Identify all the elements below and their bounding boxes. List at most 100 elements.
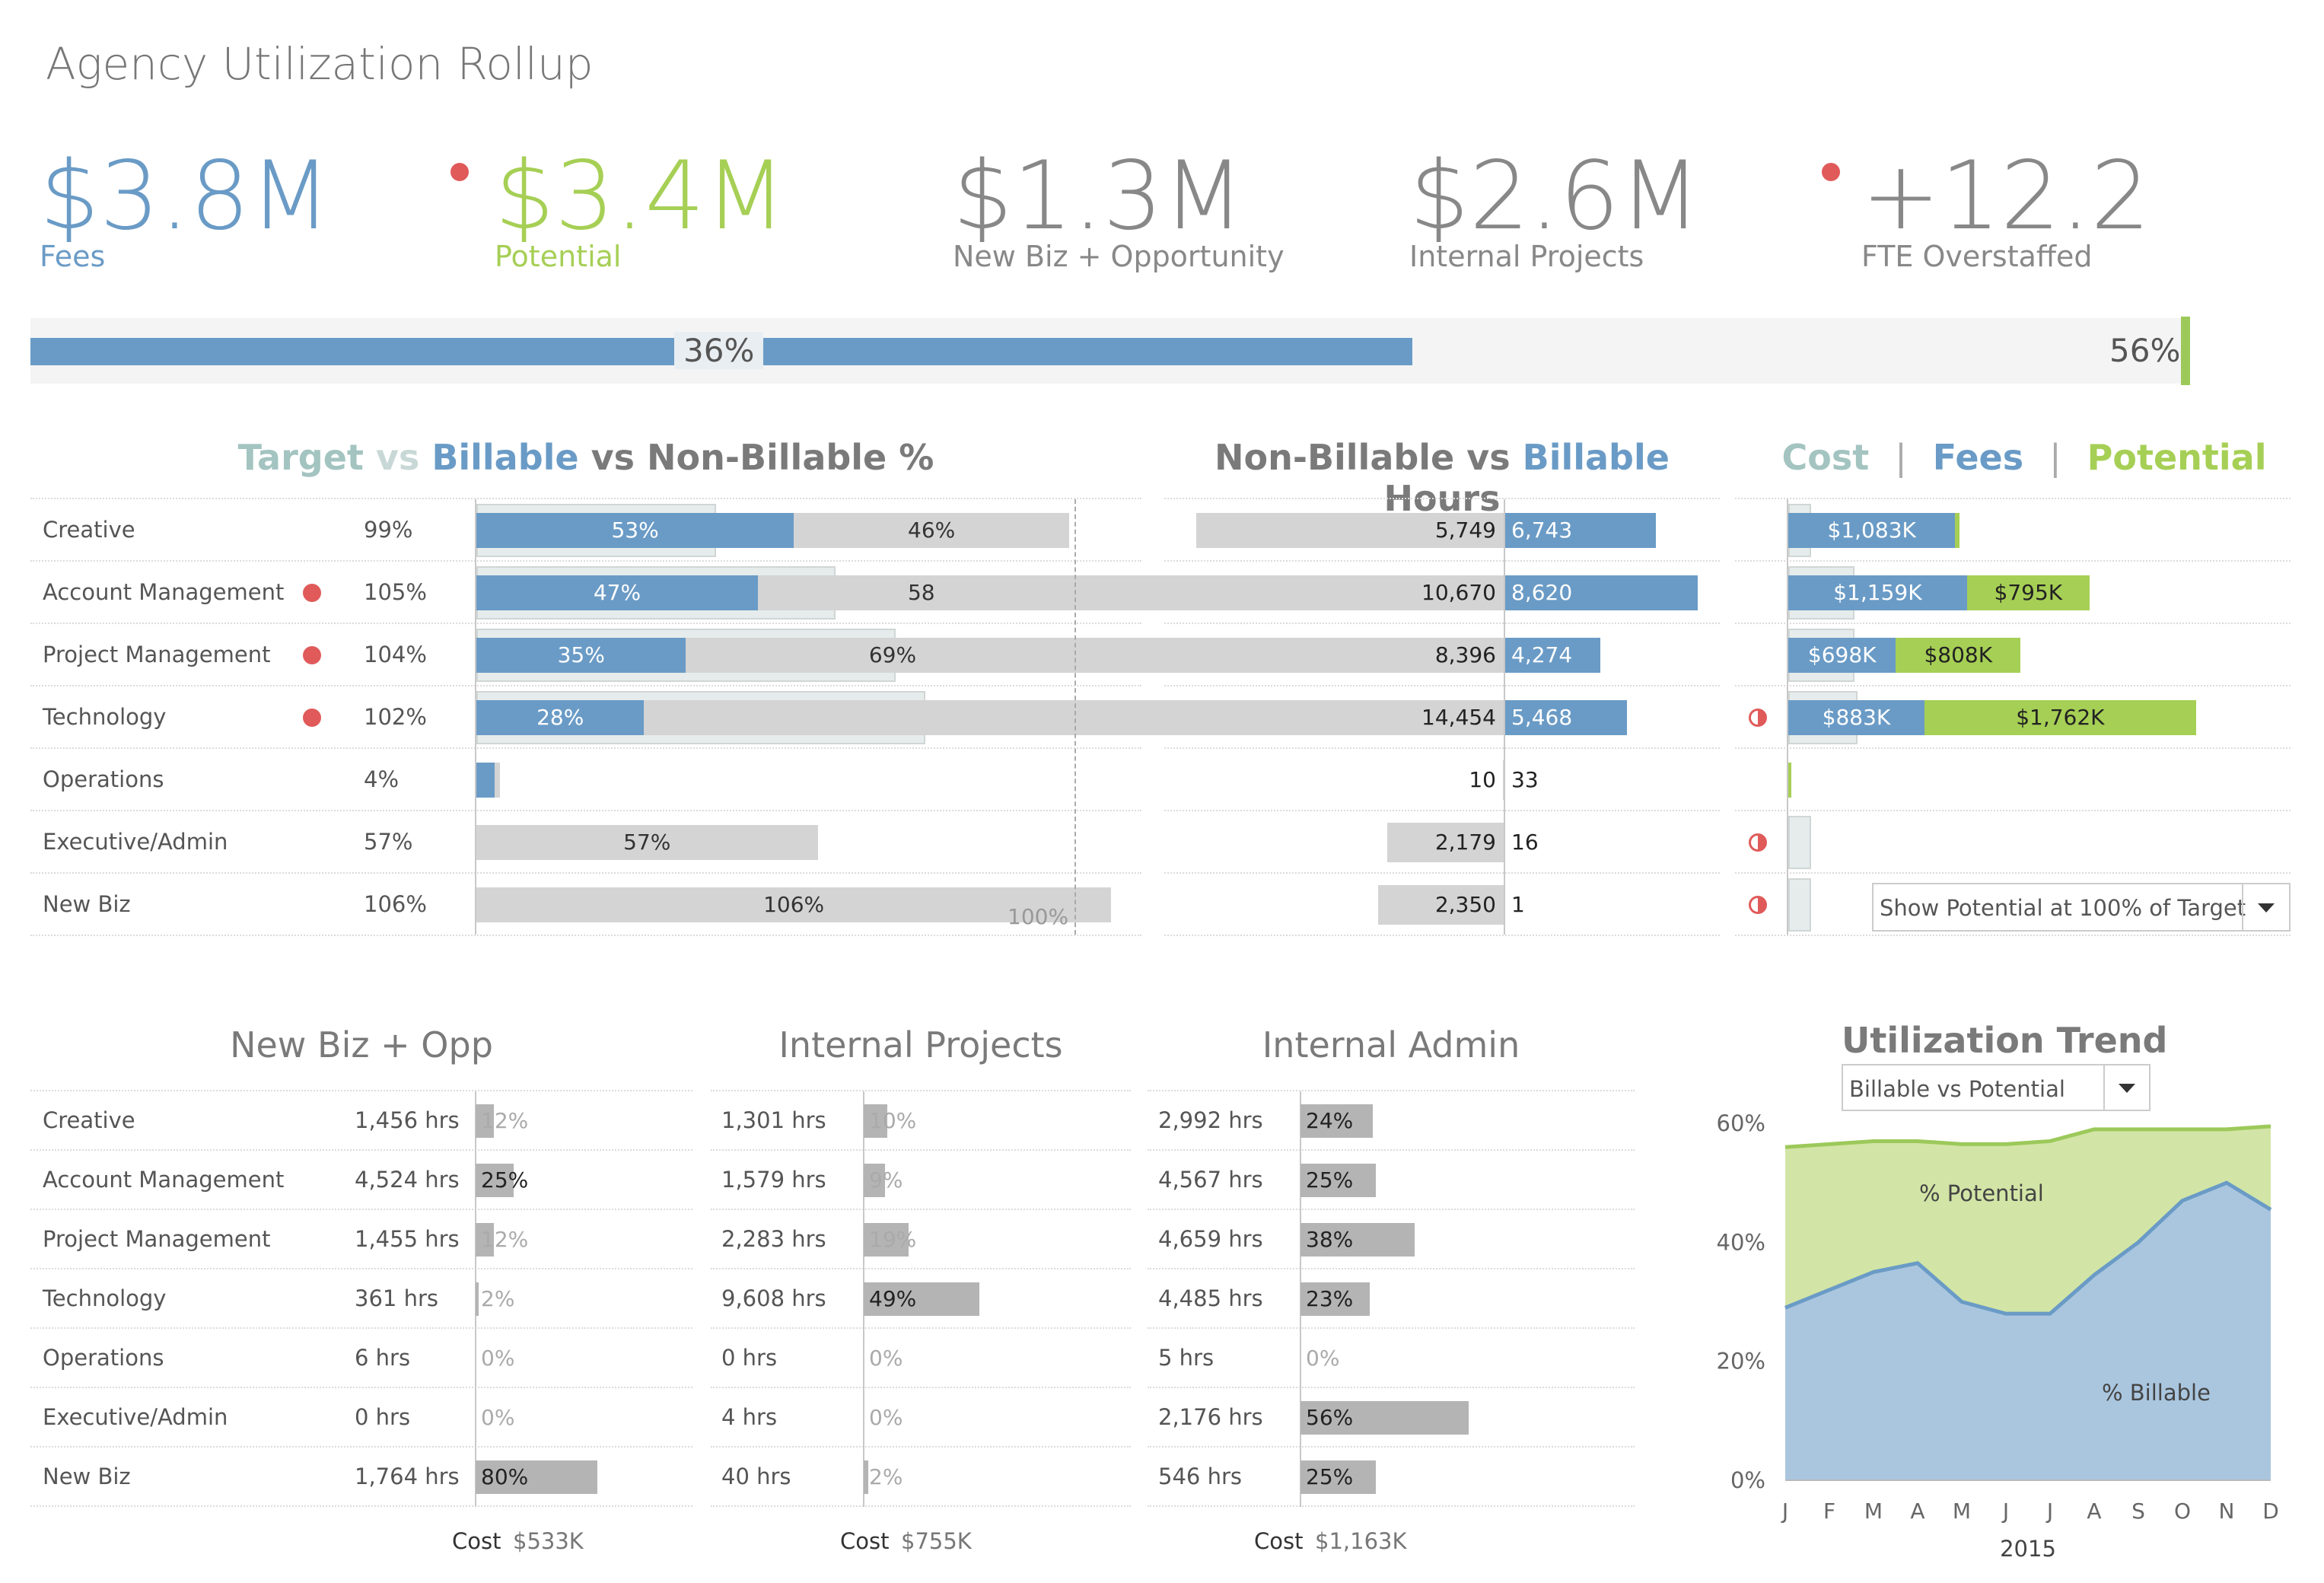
chevron-down-icon bbox=[2103, 1065, 2149, 1110]
nonbillable-hours-bar bbox=[731, 700, 1504, 735]
department-name: Account Management bbox=[43, 1167, 285, 1193]
nonbillable-bar bbox=[476, 887, 1112, 922]
title-fees: Fees bbox=[1932, 437, 2024, 478]
y-tick-label: 0% bbox=[1730, 1467, 1765, 1493]
cost-label: Cost bbox=[840, 1528, 890, 1554]
half-filled-alert-icon bbox=[1749, 833, 1767, 852]
fte-label: FTE Overstaffed bbox=[1861, 240, 2093, 273]
x-tick-label: M bbox=[1953, 1499, 1971, 1524]
pct-bar bbox=[864, 1223, 909, 1257]
fees-axis-line bbox=[1787, 499, 1788, 935]
fees-label: $1,083K bbox=[1827, 518, 1916, 543]
half-filled-alert-icon bbox=[1749, 896, 1767, 914]
alert-dot-icon bbox=[303, 584, 321, 602]
hours-value: 0 hrs bbox=[355, 1404, 411, 1430]
dashboard-title: Agency Utilization Rollup bbox=[46, 38, 594, 90]
pct-label: 0% bbox=[869, 1346, 903, 1371]
nonbillable-hours-bar bbox=[1503, 760, 1504, 800]
hours-value: 40 hrs bbox=[721, 1464, 791, 1489]
billable-bar bbox=[476, 513, 794, 548]
upper-table: Creative 99% 53% 46% 5,749 6,743 $1,083K Accoun… bbox=[30, 498, 2291, 936]
row-separator bbox=[1164, 810, 1720, 811]
hours-title-billable: Billable bbox=[1522, 437, 1670, 478]
row-separator bbox=[30, 1505, 692, 1507]
potential-progress-marker bbox=[2181, 317, 2190, 385]
potential-bar bbox=[1788, 763, 1791, 798]
fees-value: $3.8M bbox=[40, 142, 332, 251]
cost-bar bbox=[1788, 878, 1811, 932]
nonbillable-pct-label: 69% bbox=[868, 642, 917, 667]
title-rest: vs Non-Billable % bbox=[578, 437, 934, 478]
utilization-trend-title: Utilization Trend bbox=[1842, 1020, 2168, 1061]
x-axis-label: 2015 bbox=[2000, 1536, 2056, 1562]
fees-label: Fees bbox=[40, 240, 106, 273]
row-separator bbox=[1164, 498, 1720, 499]
newbiz-value: $1.3M bbox=[953, 142, 1245, 251]
row-separator bbox=[1148, 1505, 1635, 1507]
row-separator bbox=[30, 1446, 692, 1448]
hours-title-pre: Non-Billable vs bbox=[1215, 437, 1523, 478]
row-separator bbox=[1164, 685, 1720, 686]
x-tick-label: D bbox=[2262, 1499, 2279, 1524]
hours-value: 546 hrs bbox=[1158, 1464, 1242, 1489]
department-name: Executive/Admin bbox=[43, 1404, 228, 1430]
row-separator bbox=[1735, 685, 2291, 686]
cost-fees-title: Cost | Fees | Potential bbox=[1735, 437, 2313, 478]
pct-axis-line bbox=[475, 499, 476, 935]
billable-hours-label: 6,743 bbox=[1511, 518, 1573, 543]
chevron-down-icon bbox=[2242, 884, 2289, 930]
row-separator bbox=[1164, 935, 1720, 936]
billable-bar bbox=[476, 763, 495, 798]
billable-hours-label: 5,468 bbox=[1511, 705, 1573, 730]
total-pct: 102% bbox=[364, 704, 427, 730]
nonbillable-hours-label: 8,396 bbox=[1434, 642, 1496, 667]
row-separator bbox=[1735, 810, 2291, 811]
hours-title: Non-Billable vs Billable Hours bbox=[1164, 437, 1720, 519]
potential-label: $808K bbox=[1924, 642, 1993, 667]
row-separator bbox=[1735, 935, 2291, 936]
billable-hours-label: 1 bbox=[1511, 892, 1525, 917]
department-name: Operations bbox=[43, 766, 164, 792]
trend-measure-dropdown[interactable]: Billable vs Potential bbox=[1842, 1064, 2150, 1111]
pct-bar bbox=[476, 1104, 494, 1138]
department-name: Technology bbox=[43, 704, 167, 730]
pct-label: 23% bbox=[1306, 1286, 1354, 1311]
potential-area bbox=[1785, 1126, 2271, 1314]
department-name: Creative bbox=[43, 517, 135, 543]
pct-bar bbox=[1300, 1164, 1376, 1197]
title-vs: vs bbox=[363, 437, 432, 478]
nonbillable-hours-bar bbox=[1387, 823, 1504, 862]
potential-bar bbox=[1896, 638, 2021, 673]
pct-bar bbox=[476, 1223, 494, 1257]
alert-dot-icon bbox=[303, 646, 321, 664]
hours-value: 1,456 hrs bbox=[355, 1107, 460, 1133]
fees-bar bbox=[1788, 638, 1896, 673]
target-100-reference-line bbox=[1074, 499, 1076, 935]
pct-bar bbox=[864, 1282, 979, 1316]
potential-label: Potential bbox=[495, 240, 622, 273]
hours-value: 4,485 hrs bbox=[1158, 1285, 1263, 1311]
potential-alert-icon bbox=[450, 163, 469, 181]
total-pct: 57% bbox=[364, 829, 413, 855]
row-separator bbox=[1735, 747, 2291, 749]
pct-label: 12% bbox=[481, 1227, 529, 1252]
hours-value: 1,301 hrs bbox=[721, 1107, 826, 1133]
hours-value: 2,992 hrs bbox=[1158, 1107, 1263, 1133]
potential-option-dropdown[interactable]: Show Potential at 100% of Target bbox=[1872, 883, 2291, 932]
x-tick-label: S bbox=[2131, 1499, 2145, 1524]
nonbillable-pct-label: 57% bbox=[623, 830, 671, 855]
fees-label: $1,159K bbox=[1833, 580, 1922, 605]
pct-label: 0% bbox=[1306, 1346, 1340, 1371]
potential-bar bbox=[1924, 700, 2196, 735]
y-tick-label: 40% bbox=[1717, 1229, 1765, 1255]
row-separator bbox=[30, 935, 1141, 936]
nonbillable-bar bbox=[686, 638, 1100, 673]
pct-bar bbox=[476, 1460, 597, 1494]
pct-label: 0% bbox=[481, 1405, 515, 1430]
hours-value: 4,567 hrs bbox=[1158, 1167, 1263, 1193]
row-separator bbox=[711, 1327, 1131, 1329]
total-pct: 105% bbox=[364, 579, 427, 605]
utilization-trend-chart: 0% 20% 40% 60% % Potential % Billable J F M A M J J A… bbox=[1717, 1110, 2279, 1562]
hours-value: 9,608 hrs bbox=[721, 1285, 826, 1311]
